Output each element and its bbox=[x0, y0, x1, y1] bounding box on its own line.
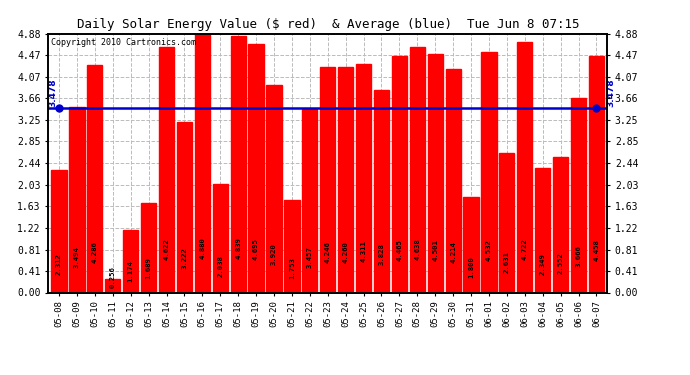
Bar bbox=[356, 64, 371, 292]
Bar bbox=[284, 200, 299, 292]
Bar bbox=[177, 122, 192, 292]
Bar bbox=[70, 107, 85, 292]
Bar bbox=[410, 46, 425, 292]
Bar bbox=[571, 98, 586, 292]
Bar bbox=[428, 54, 443, 292]
Text: 3.494: 3.494 bbox=[74, 246, 80, 268]
Text: 3.457: 3.457 bbox=[307, 246, 313, 268]
Text: 2.552: 2.552 bbox=[558, 252, 564, 274]
Text: 4.465: 4.465 bbox=[396, 240, 402, 261]
Bar bbox=[446, 69, 461, 292]
Bar bbox=[338, 67, 353, 292]
Text: 1.689: 1.689 bbox=[146, 257, 152, 279]
Bar bbox=[123, 230, 138, 292]
Text: 3.478: 3.478 bbox=[48, 78, 57, 107]
Text: 3.222: 3.222 bbox=[181, 248, 188, 269]
Text: 4.311: 4.311 bbox=[361, 240, 366, 262]
Text: 2.312: 2.312 bbox=[56, 253, 62, 275]
Text: 3.828: 3.828 bbox=[379, 244, 384, 266]
Bar bbox=[266, 85, 282, 292]
Text: 1.753: 1.753 bbox=[289, 257, 295, 279]
Bar bbox=[230, 36, 246, 292]
Text: 2.631: 2.631 bbox=[504, 251, 510, 273]
Bar bbox=[195, 34, 210, 292]
Text: 4.214: 4.214 bbox=[450, 241, 456, 263]
Text: 4.286: 4.286 bbox=[92, 241, 98, 262]
Text: 4.638: 4.638 bbox=[414, 238, 420, 260]
Bar bbox=[320, 68, 335, 292]
Text: 4.260: 4.260 bbox=[343, 241, 348, 263]
Bar bbox=[392, 56, 407, 292]
Bar bbox=[500, 153, 515, 292]
Text: 3.920: 3.920 bbox=[271, 243, 277, 265]
Text: 4.501: 4.501 bbox=[432, 239, 438, 261]
Bar bbox=[553, 157, 569, 292]
Bar bbox=[141, 203, 156, 292]
Bar bbox=[374, 90, 389, 292]
Text: 4.246: 4.246 bbox=[325, 241, 331, 263]
Text: 4.722: 4.722 bbox=[522, 238, 528, 260]
Text: 4.622: 4.622 bbox=[164, 238, 170, 261]
Text: 3.666: 3.666 bbox=[575, 244, 582, 267]
Text: 2.349: 2.349 bbox=[540, 253, 546, 275]
Text: 4.532: 4.532 bbox=[486, 239, 492, 261]
Title: Daily Solar Energy Value ($ red)  & Average (blue)  Tue Jun 8 07:15: Daily Solar Energy Value ($ red) & Avera… bbox=[77, 18, 579, 31]
Bar bbox=[589, 56, 604, 292]
Bar bbox=[482, 52, 497, 292]
Bar bbox=[213, 184, 228, 292]
Bar bbox=[302, 109, 317, 292]
Bar bbox=[52, 170, 67, 292]
Bar bbox=[87, 65, 103, 292]
Text: 1.174: 1.174 bbox=[128, 261, 134, 282]
Bar bbox=[535, 168, 551, 292]
Text: 3.478: 3.478 bbox=[607, 78, 615, 107]
Text: 4.695: 4.695 bbox=[253, 238, 259, 260]
Text: 1.800: 1.800 bbox=[468, 256, 474, 278]
Text: 4.880: 4.880 bbox=[199, 237, 206, 259]
Bar bbox=[159, 47, 174, 292]
Bar bbox=[464, 197, 479, 292]
Text: 0.256: 0.256 bbox=[110, 266, 116, 288]
Bar bbox=[105, 279, 120, 292]
Text: Copyright 2010 Cartronics.com: Copyright 2010 Cartronics.com bbox=[51, 38, 196, 46]
Text: 2.038: 2.038 bbox=[217, 255, 224, 277]
Text: 4.458: 4.458 bbox=[593, 240, 600, 261]
Text: 4.839: 4.839 bbox=[235, 237, 242, 259]
Bar bbox=[518, 42, 533, 292]
Bar bbox=[248, 44, 264, 292]
